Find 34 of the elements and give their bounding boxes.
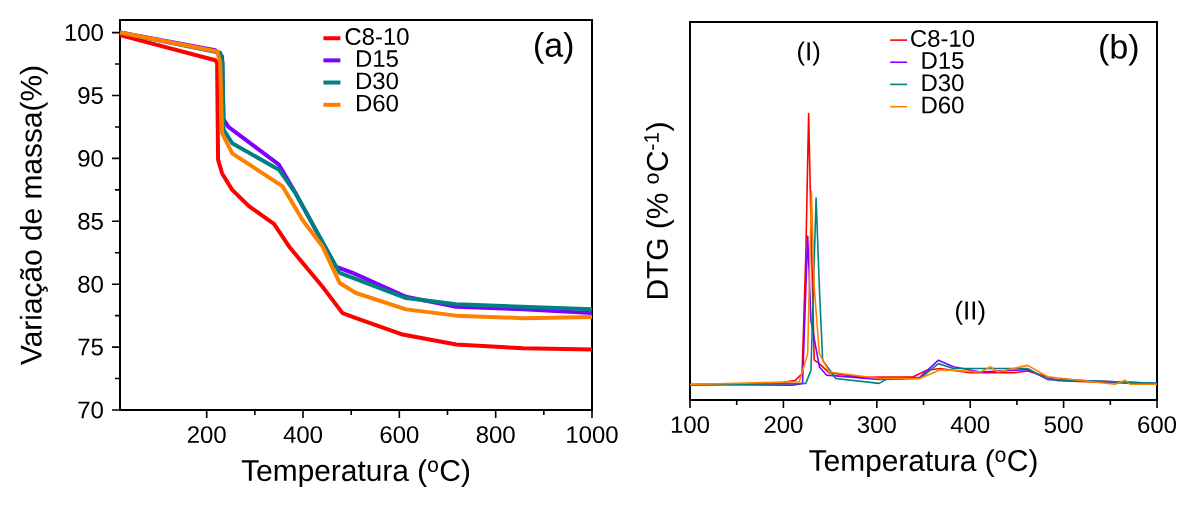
x-tick-label: 800 — [476, 426, 515, 444]
x-tick-label: 400 — [950, 416, 990, 434]
y-tick-label: 75 — [78, 338, 103, 356]
x-tick-label: 400 — [283, 426, 323, 444]
y-tick-label: 80 — [78, 275, 103, 293]
y-tick-label: 100 — [65, 24, 103, 42]
x-tick-label: 600 — [380, 426, 419, 444]
annotation: (II) — [956, 300, 985, 325]
legend-label: C8-10 — [911, 29, 975, 47]
x-axis-title: Temperatura ($^{o}$C) — [809, 449, 1037, 478]
x-tick-label: 200 — [187, 426, 226, 444]
legend-label: D15 — [357, 50, 398, 68]
y-axis-title: Variação de massa(%) — [19, 66, 48, 365]
legend-label: D60 — [357, 94, 398, 112]
y-tick-label: 70 — [78, 401, 103, 419]
legend-label: D60 — [922, 96, 964, 114]
annotation: (I) — [798, 41, 820, 66]
legend-label: D30 — [922, 74, 964, 92]
x-tick-label: 600 — [1138, 416, 1177, 434]
x-tick-label: 200 — [764, 416, 803, 434]
x-tick-label: 1000 — [567, 426, 618, 444]
x-tick-label: 300 — [857, 416, 896, 434]
y-axis-title: DTG (% $^{o}$C$^{-1}$) — [644, 123, 674, 299]
x-tick-label: 100 — [671, 416, 710, 434]
y-tick-label: 95 — [78, 87, 103, 104]
legend-label: C8-10 — [345, 28, 409, 46]
legend-label: D15 — [922, 52, 964, 69]
text: (b) — [1100, 33, 1138, 66]
y-tick-label: 85 — [78, 212, 103, 230]
y-tick-label: 90 — [78, 149, 103, 167]
x-axis-title: Temperatura ($^{o}$C) — [241, 459, 469, 488]
legend-label: D30 — [357, 72, 398, 90]
x-tick-label: 500 — [1044, 416, 1083, 434]
annotation: (a) — [535, 32, 573, 64]
